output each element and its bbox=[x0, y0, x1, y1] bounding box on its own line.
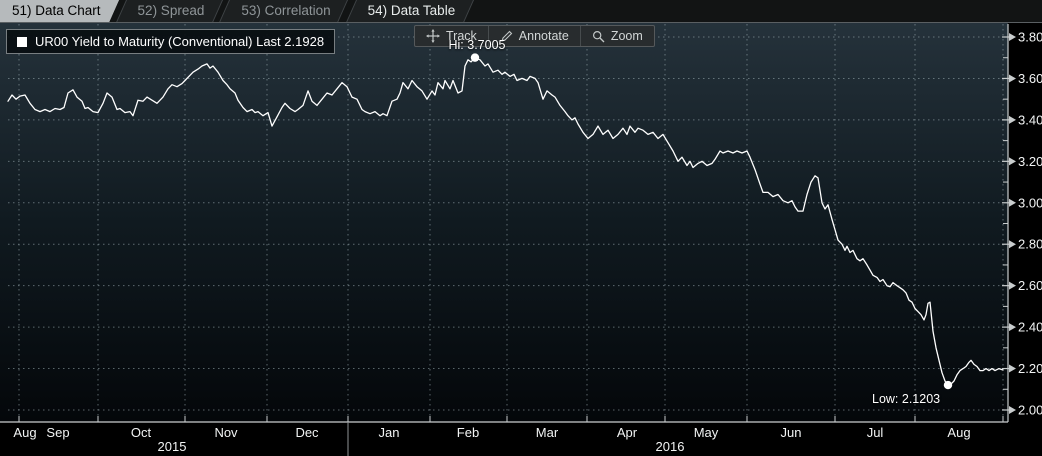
y-tick-arrow bbox=[1009, 281, 1016, 290]
month-label: Sep bbox=[46, 425, 69, 440]
toolbar-button-label: Zoom bbox=[610, 29, 643, 43]
high-annotation: Hi: 3.7005 bbox=[448, 38, 506, 52]
high-point-marker bbox=[470, 53, 480, 62]
legend-label: UR00 Yield to Maturity (Conventional) La… bbox=[35, 34, 325, 49]
y-axis-label: 2.40 bbox=[1018, 320, 1042, 335]
month-label: Apr bbox=[617, 425, 638, 440]
legend-swatch bbox=[17, 36, 27, 47]
y-axis-label: 3.80 bbox=[1018, 30, 1042, 45]
tab-label: 53) Correlation bbox=[241, 3, 331, 18]
toolbar-button-label: Track bbox=[446, 29, 477, 43]
y-axis-label: 2.60 bbox=[1018, 278, 1042, 293]
tab-label: 54) Data Table bbox=[367, 3, 456, 18]
low-point-marker bbox=[943, 380, 953, 390]
month-label: Aug bbox=[13, 425, 36, 440]
y-axis-label: 2.00 bbox=[1018, 403, 1042, 418]
month-label: Nov bbox=[214, 425, 238, 440]
y-tick-arrow bbox=[1009, 74, 1016, 83]
chart-toolbar: Track Annotate Zoom bbox=[414, 25, 655, 47]
track-icon bbox=[426, 29, 440, 43]
zoom-button[interactable]: Zoom bbox=[579, 26, 654, 46]
month-label: May bbox=[694, 425, 719, 440]
year-label: 2016 bbox=[656, 439, 685, 454]
tab-bar: 51) Data Chart 52) Spread 53) Correlation 5… bbox=[0, 0, 1042, 23]
tab-label: 52) Spread bbox=[137, 3, 205, 18]
month-label: Mar bbox=[536, 425, 559, 440]
legend-box[interactable]: UR00 Yield to Maturity (Conventional) La… bbox=[6, 29, 336, 54]
month-label: Oct bbox=[131, 425, 152, 440]
y-axis-label: 2.80 bbox=[1018, 237, 1042, 252]
month-label: Aug bbox=[947, 425, 970, 440]
month-label: Feb bbox=[457, 425, 479, 440]
month-label: Jun bbox=[781, 425, 802, 440]
y-axis-label: 3.60 bbox=[1018, 71, 1042, 86]
tab-data-chart[interactable]: 51) Data Chart bbox=[0, 0, 119, 22]
y-tick-arrow bbox=[1009, 323, 1016, 332]
tab-spread[interactable]: 52) Spread bbox=[115, 0, 223, 22]
month-label: Jul bbox=[867, 425, 884, 440]
plot-area[interactable] bbox=[0, 23, 1008, 422]
low-annotation: Low: 2.1203 bbox=[872, 392, 941, 406]
y-tick-arrow bbox=[1009, 115, 1016, 124]
tab-correlation[interactable]: 53) Correlation bbox=[219, 0, 349, 22]
track-button[interactable]: Track bbox=[415, 26, 488, 46]
annotate-icon bbox=[500, 30, 513, 43]
y-tick-arrow bbox=[1009, 198, 1016, 207]
month-label: Dec bbox=[295, 425, 319, 440]
y-tick-arrow bbox=[1009, 406, 1016, 414]
series-line bbox=[7, 56, 1004, 386]
y-tick-arrow bbox=[1009, 240, 1016, 249]
y-tick-arrow bbox=[1009, 33, 1016, 41]
tab-data-table[interactable]: 54) Data Table bbox=[345, 0, 474, 22]
toolbar-button-label: Annotate bbox=[518, 29, 569, 43]
y-axis-label: 3.20 bbox=[1018, 154, 1042, 169]
month-label: Jan bbox=[379, 425, 400, 440]
y-tick-arrow bbox=[1009, 157, 1016, 166]
y-axis-label: 2.20 bbox=[1018, 361, 1042, 376]
year-label: 2015 bbox=[158, 439, 187, 454]
annotate-button[interactable]: Annotate bbox=[487, 26, 580, 46]
y-axis-label: 3.00 bbox=[1018, 195, 1042, 210]
zoom-icon bbox=[592, 30, 605, 43]
y-tick-arrow bbox=[1009, 364, 1016, 373]
tab-label: 51) Data Chart bbox=[12, 3, 101, 18]
y-axis-label: 3.40 bbox=[1018, 112, 1042, 127]
